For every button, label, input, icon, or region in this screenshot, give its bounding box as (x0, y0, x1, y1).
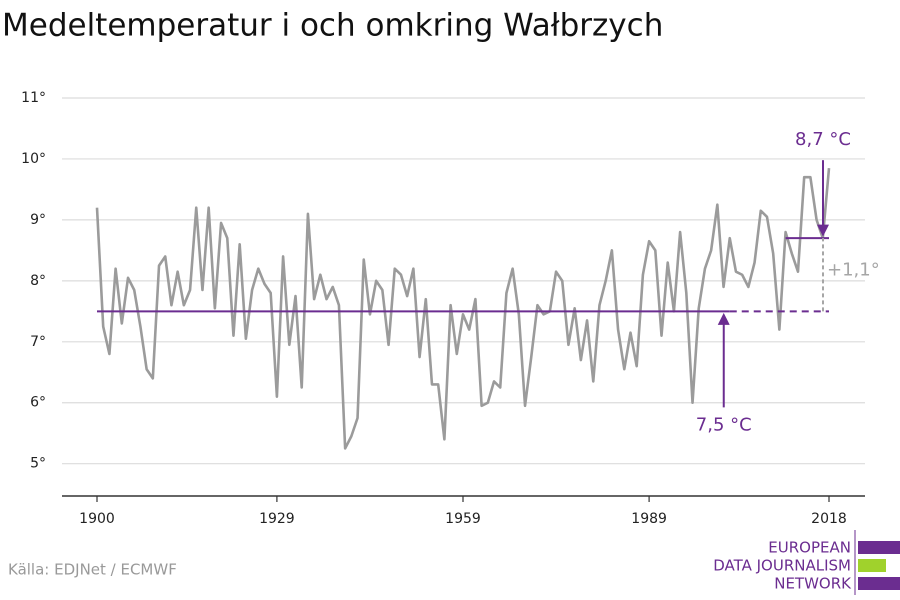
y-tick-label: 8° (30, 273, 46, 289)
temperature-line (95, 167, 831, 450)
y-tick-label: 6° (30, 395, 46, 411)
logo: EUROPEAN DATA JOURNALISM NETWORK (713, 530, 900, 595)
logo-bar (858, 559, 886, 572)
annotation-label: 7,5 °C (696, 414, 752, 435)
annotation-label: 8,7 °C (795, 129, 851, 150)
x-tick-label: 2018 (811, 511, 847, 527)
logo-bar (858, 577, 900, 590)
logo-text: EUROPEAN (768, 539, 851, 557)
x-tick-label: 1900 (79, 511, 115, 527)
logo-text: NETWORK (774, 575, 852, 593)
y-tick-label: 10° (21, 151, 46, 167)
y-tick-label: 7° (30, 334, 46, 350)
x-tick-label: 1929 (259, 511, 295, 527)
chart-title: Medeltemperatur i och omkring Wałbrzych (2, 8, 663, 44)
y-tick-label: 9° (30, 212, 46, 228)
x-tick-label: 1959 (445, 511, 481, 527)
y-tick-label: 5° (30, 456, 46, 472)
difference-label: +1,1° (827, 260, 880, 281)
logo-bar (858, 541, 900, 554)
y-tick-label: 11° (21, 90, 46, 106)
logo-text: DATA JOURNALISM (713, 557, 851, 575)
x-tick-label: 1989 (631, 511, 667, 527)
source: Källa: EDJNet / ECMWF (8, 561, 177, 579)
